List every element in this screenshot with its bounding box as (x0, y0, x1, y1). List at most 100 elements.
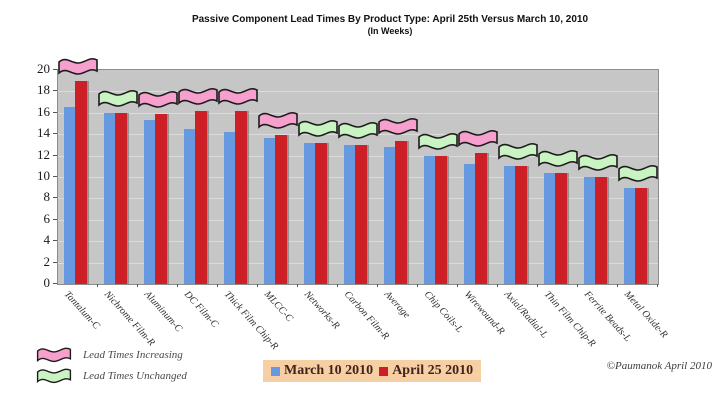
series-legend-april: April 25 2010 (379, 363, 473, 379)
bar-march-10 (344, 144, 355, 284)
bar-march-10 (104, 112, 115, 284)
x-tick-mark (657, 284, 658, 287)
x-tick-mark (297, 284, 298, 287)
y-tick-mark (53, 90, 57, 92)
x-tick-mark (617, 284, 618, 287)
category-label: DC Film-C (181, 289, 221, 331)
bar-march-10 (544, 172, 555, 284)
increasing-flag-icon (378, 117, 418, 135)
increasing-flag-icon (138, 90, 178, 108)
unchanged-flag-icon (578, 153, 618, 171)
y-tick-mark (53, 176, 57, 177)
april-series-swatch (379, 366, 389, 376)
increasing-flag-icon (258, 112, 298, 130)
x-tick-mark (457, 284, 458, 287)
bar-march-10 (224, 132, 235, 284)
y-tick-label: 6 (43, 210, 51, 226)
category-label: Chip Coils-L (421, 289, 465, 335)
series-legend-march: March 10 2010 (271, 363, 373, 379)
bar-april-25 (155, 113, 167, 284)
category-cell: MLCC-C (258, 70, 298, 324)
series-legend: March 10 2010 April 25 2010 (263, 360, 482, 382)
unchanged-flag-icon (418, 132, 458, 150)
plot-area: Tantalum-C Nichrome Film-R Aluminum-C DC Fi… (57, 57, 670, 352)
category-cell: Tantalum-C (58, 57, 102, 332)
april-series-label: April 25 2010 (392, 363, 474, 378)
category-label: Metal Oxide-R (621, 289, 670, 341)
title-block: Passive Component Lead Times By Product … (60, 14, 720, 37)
bar-march-10 (64, 107, 75, 284)
y-tick-mark (53, 133, 57, 135)
category-label: Thin Film Chip-R (541, 289, 598, 350)
chart-subtitle: (In Weeks) (367, 26, 413, 36)
y-tick-label: 14 (37, 125, 50, 141)
x-tick-mark (497, 284, 498, 287)
bar-april-25 (595, 177, 607, 284)
category-label: Networks-R (301, 289, 342, 332)
x-tick-mark (337, 284, 338, 287)
x-tick-mark (537, 284, 538, 287)
category-cell: Aluminum-C (138, 70, 184, 334)
category-label: Tantalum-C (61, 289, 102, 332)
category-cell: Nichrome Film-R (98, 70, 157, 348)
bar-march-10 (424, 155, 435, 284)
bar-march-10 (504, 166, 515, 284)
unchanged-flag-icon (98, 89, 138, 107)
bar-april-25 (435, 155, 447, 284)
bar-march-10 (144, 120, 155, 284)
y-tick-mark (53, 154, 57, 156)
x-tick-mark (417, 284, 418, 287)
y-tick-mark (53, 69, 57, 70)
x-tick-mark (577, 284, 578, 287)
x-tick-mark (257, 284, 258, 287)
bar-april-25 (395, 140, 407, 284)
march-series-swatch (271, 366, 280, 376)
unchanged-flag-icon (36, 368, 72, 384)
x-tick-mark (97, 284, 98, 287)
bar-march-10 (264, 138, 275, 284)
category-label: Axial/Radial-L (501, 289, 550, 341)
category-cell: Ferrite Beads-L (578, 70, 633, 344)
increasing-flag-icon (58, 57, 98, 75)
y-tick-label: 10 (37, 168, 50, 183)
category-cell: Carbon Film-R (338, 70, 391, 342)
category-label: Carbon Film-R (341, 289, 392, 342)
y-tick-label: 18 (37, 82, 50, 98)
category-label: Ferrite Beads-L (581, 289, 633, 345)
y-tick-label: 4 (43, 232, 51, 248)
category-cell: Axial/Radial-L (498, 70, 550, 341)
unchanged-flag-icon (498, 143, 538, 161)
y-tick-mark (53, 240, 57, 242)
category-cell: Average (378, 70, 418, 321)
y-tick-label: 16 (37, 103, 50, 119)
bar-april-25 (115, 112, 127, 284)
bar-march-10 (584, 177, 595, 284)
unchanged-flag-icon (298, 119, 338, 137)
increasing-flag-icon (178, 87, 218, 105)
increasing-flag-icon (36, 347, 72, 363)
bar-april-25 (75, 80, 87, 284)
unchanged-flag-icon (538, 149, 578, 167)
y-tick-label: 20 (37, 61, 50, 76)
y-tick-label: 8 (43, 189, 51, 205)
x-tick-mark (377, 284, 378, 287)
y-tick-mark (53, 111, 57, 113)
bar-april-25 (315, 142, 327, 284)
bar-march-10 (464, 164, 475, 284)
bar-march-10 (304, 142, 315, 284)
flag-legend-increasing: Lead Times Increasing (34, 344, 187, 365)
bar-april-25 (275, 135, 287, 284)
bar-april-25 (195, 110, 207, 284)
gridline (58, 91, 658, 93)
category-cell: Thick Film Chip-R (218, 70, 280, 352)
y-tick-mark (53, 261, 57, 263)
bar-april-25 (555, 172, 567, 284)
increasing-flag-icon (218, 87, 258, 105)
category-label: MLCC-C (261, 289, 295, 325)
category-cell: Metal Oxide-R (618, 70, 670, 340)
march-series-label: March 10 2010 (284, 363, 374, 378)
bar-april-25 (515, 166, 527, 284)
category-label: Nichrome Film-R (101, 289, 157, 349)
x-tick-mark (177, 284, 178, 287)
